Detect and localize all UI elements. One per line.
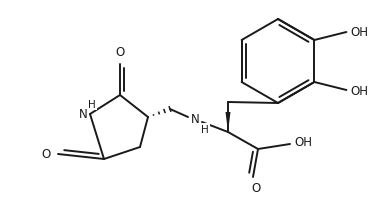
Text: O: O bbox=[115, 45, 125, 58]
Text: OH: OH bbox=[350, 25, 368, 38]
Text: H: H bbox=[88, 100, 96, 109]
Text: OH: OH bbox=[350, 85, 368, 98]
Text: O: O bbox=[41, 148, 51, 161]
Text: O: O bbox=[251, 182, 261, 195]
Text: OH: OH bbox=[294, 136, 312, 149]
Text: N: N bbox=[78, 108, 87, 121]
Text: N: N bbox=[190, 113, 199, 126]
Polygon shape bbox=[225, 112, 231, 132]
Text: H: H bbox=[201, 124, 209, 134]
